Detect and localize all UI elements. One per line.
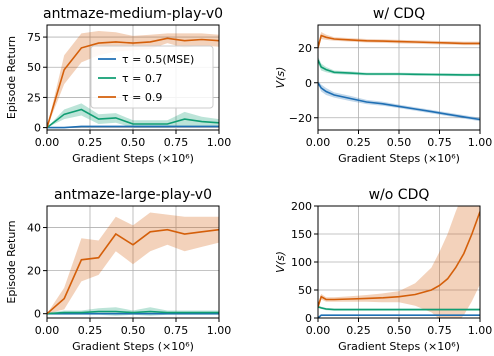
x-axis-label: Gradient Steps (×10⁶)	[338, 152, 460, 165]
y-tick-label: 0	[34, 308, 41, 321]
x-tick-label: 0.00	[306, 324, 331, 337]
x-tick-label: 0.50	[121, 324, 146, 337]
series-line-mse	[318, 82, 480, 121]
series-line-t07	[318, 59, 480, 76]
y-axis-label: V(s)	[274, 251, 287, 273]
chart-panel-1: 0.00 0.25 0.50 0.75 1.00 0 25 50 75antmaze-mediu…	[5, 6, 231, 165]
y-axis-label: Episode Return	[5, 220, 18, 303]
x-tick-label: 0.75	[164, 136, 189, 149]
x-tick-label: 0.25	[346, 136, 371, 149]
y-tick-label: 25	[27, 91, 41, 104]
series-band-t09	[47, 212, 219, 314]
series-band-mse	[318, 81, 480, 122]
y-tick-label: 200	[291, 200, 312, 213]
y-tick-label: −20	[289, 112, 312, 125]
y-tick-label: 150	[291, 228, 312, 241]
y-axis-label: Episode Return	[5, 36, 18, 119]
series-line-t09	[47, 228, 219, 315]
chart-title: w/o CDQ	[369, 187, 430, 203]
x-tick-label: 1.00	[207, 136, 232, 149]
y-tick-label: 0	[305, 312, 312, 325]
legend-box	[90, 45, 214, 109]
y-tick-label: 50	[298, 284, 312, 297]
series-line-mse	[47, 125, 219, 129]
y-tick-label: 0	[305, 77, 312, 90]
x-tick-label: 0.25	[78, 136, 103, 149]
x-tick-label: 0.00	[306, 136, 331, 149]
y-tick-label: 50	[27, 61, 41, 74]
chart-panel-4: 0.00 0.25 0.50 0.75 1.00 0 50 100 150 200 w/o CDQ G…	[274, 187, 493, 353]
chart-title: antmaze-large-play-v0	[54, 187, 212, 203]
legend: τ = 0.5(MSE) τ = 0.7 τ = 0.9	[90, 45, 214, 109]
series-line-t07	[318, 306, 480, 311]
x-tick-label: 0.50	[121, 136, 146, 149]
chart-panel-2: 0.00 0.25 0.50 0.75 1.00 −20 0 20 w/ CDQ Gradient…	[274, 6, 492, 165]
legend-label: τ = 0.5(MSE)	[122, 53, 194, 66]
x-tick-label: 0.75	[427, 136, 452, 149]
legend-label: τ = 0.7	[122, 72, 162, 85]
x-tick-label: 0.50	[387, 324, 412, 337]
x-axis-label: Gradient Steps (×10⁶)	[72, 340, 194, 353]
x-tick-label: 0.50	[387, 136, 412, 149]
y-tick-label: 75	[27, 31, 41, 44]
x-axis-label: Gradient Steps (×10⁶)	[338, 340, 460, 353]
chart-panel-3: 0.00 0.25 0.50 0.75 1.00 0 20 40 antmaze-large-p…	[5, 187, 231, 353]
series-line-t07	[47, 108, 219, 129]
y-axis-label: V(s)	[274, 67, 287, 89]
x-axis-label: Gradient Steps (×10⁶)	[72, 152, 194, 165]
x-tick-label: 1.00	[207, 324, 232, 337]
y-tick-label: 40	[27, 222, 41, 235]
x-tick-label: 1.00	[468, 136, 493, 149]
series-line-t09	[47, 37, 219, 128]
series-line-t09	[318, 211, 480, 308]
x-tick-label: 0.00	[35, 136, 60, 149]
legend-label: τ = 0.9	[122, 91, 162, 104]
y-tick-label: 20	[27, 265, 41, 278]
x-tick-label: 0.00	[35, 324, 60, 337]
series-line-t09	[318, 34, 480, 49]
x-tick-label: 1.00	[468, 324, 493, 337]
y-tick-label: 100	[291, 256, 312, 269]
x-tick-label: 0.75	[164, 324, 189, 337]
chart-title: antmaze-medium-play-v0	[43, 6, 223, 22]
y-tick-label: 20	[298, 42, 312, 55]
x-tick-label: 0.75	[427, 324, 452, 337]
y-tick-label: 0	[34, 122, 41, 135]
chart-title: w/ CDQ	[373, 6, 425, 22]
series-line-t07	[47, 310, 219, 315]
x-tick-label: 0.25	[346, 324, 371, 337]
series-band-t09	[47, 31, 219, 128]
series-line-mse	[318, 314, 480, 318]
x-tick-label: 0.25	[78, 324, 103, 337]
series-band-t09	[318, 206, 480, 318]
